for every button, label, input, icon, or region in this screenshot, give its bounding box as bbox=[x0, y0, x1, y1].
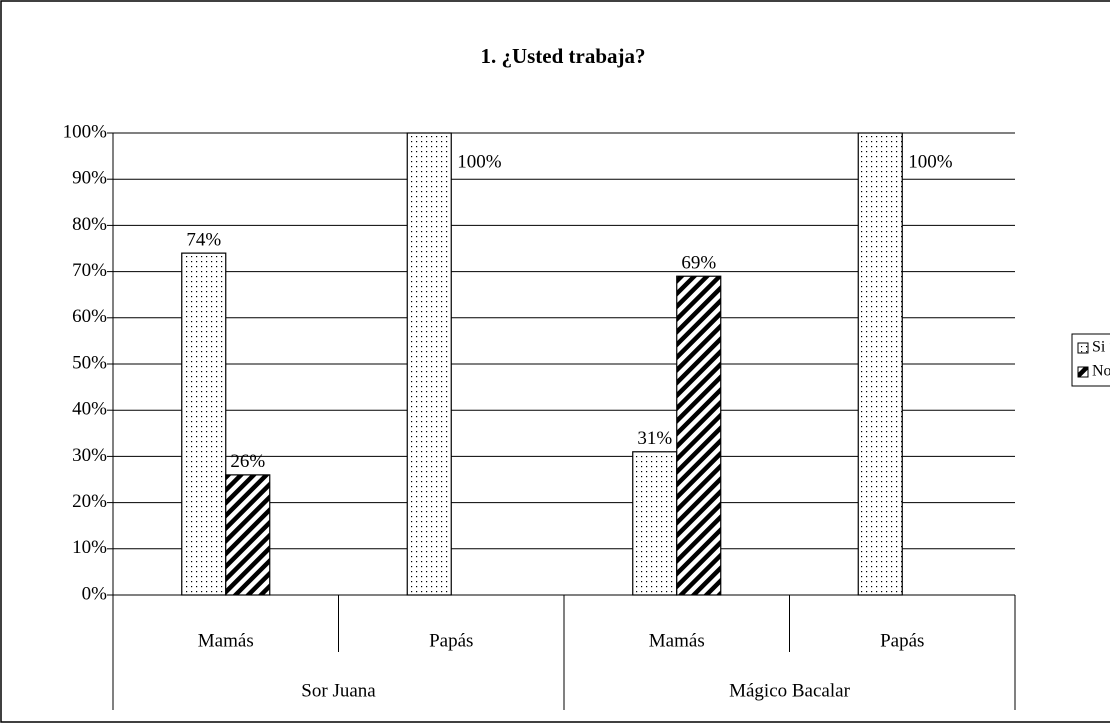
data-label: 100% bbox=[908, 151, 953, 172]
legend-label: Si % bbox=[1092, 339, 1110, 356]
data-label: 31% bbox=[637, 428, 672, 449]
group-label: Mágico Bacalar bbox=[729, 680, 850, 701]
x-tick-label: Mamás bbox=[649, 630, 705, 651]
x-tick-label: Papás bbox=[880, 630, 924, 651]
y-tick-label: 60% bbox=[72, 306, 107, 327]
y-tick-label: 90% bbox=[72, 168, 107, 189]
y-tick-label: 20% bbox=[72, 491, 107, 512]
y-tick-label: 70% bbox=[72, 260, 107, 281]
group-label: Sor Juana bbox=[301, 680, 376, 701]
y-tick-label: 10% bbox=[72, 537, 107, 558]
data-label: 74% bbox=[186, 229, 221, 250]
bar bbox=[676, 275, 722, 596]
bar bbox=[181, 252, 227, 596]
y-tick-label: 30% bbox=[72, 445, 107, 466]
y-tick-label: 40% bbox=[72, 399, 107, 420]
bar bbox=[225, 474, 271, 596]
y-tick-label: 80% bbox=[72, 214, 107, 235]
bar bbox=[406, 132, 452, 596]
y-tick-label: 0% bbox=[82, 583, 108, 604]
x-tick-label: Papás bbox=[429, 630, 473, 651]
legend-label: No % bbox=[1092, 363, 1110, 380]
y-tick-label: 100% bbox=[63, 121, 108, 142]
bar bbox=[632, 451, 678, 596]
data-label: 69% bbox=[681, 253, 716, 274]
bar bbox=[857, 132, 903, 596]
data-label: 100% bbox=[457, 151, 502, 172]
legend-swatch bbox=[1077, 342, 1089, 354]
y-tick-label: 50% bbox=[72, 352, 107, 373]
chart-title: 1. ¿Usted trabaja? bbox=[480, 44, 645, 68]
legend-swatch bbox=[1077, 366, 1089, 378]
x-tick-label: Mamás bbox=[198, 630, 254, 651]
data-label: 26% bbox=[230, 451, 265, 472]
